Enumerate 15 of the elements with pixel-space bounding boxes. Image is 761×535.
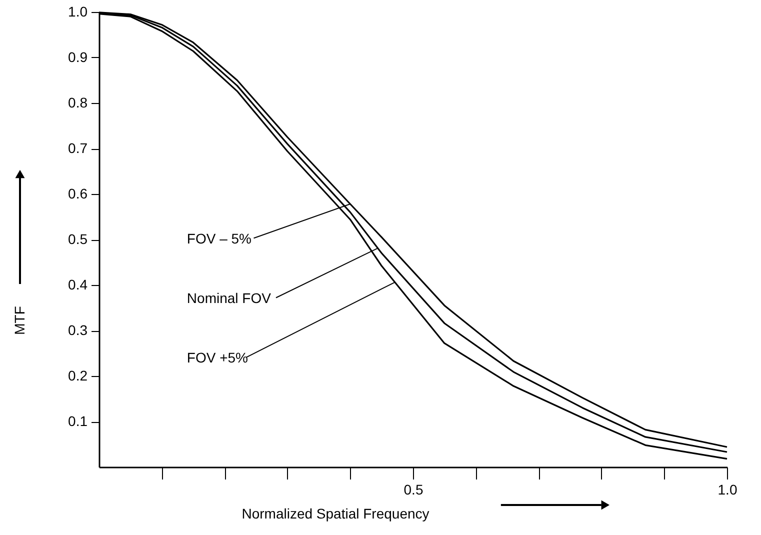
- y-tick-label: 0.9: [68, 49, 88, 65]
- y-tick-label: 0.5: [68, 231, 88, 247]
- annotation: Nominal FOV: [186, 290, 272, 306]
- y-tick-label: 0.4: [68, 276, 88, 292]
- y-tick-label: 0.6: [68, 186, 88, 202]
- y-tick-label: 0.1: [68, 413, 88, 429]
- annotation: FOV +5%: [186, 350, 248, 366]
- y-tick-label: 0.3: [68, 322, 88, 338]
- x-axis-title: Normalized Spatial Frequency: [242, 506, 430, 522]
- annotation: FOV – 5%: [186, 230, 252, 246]
- y-tick-label: 1.0: [68, 4, 88, 20]
- y-tick-label: 0.8: [68, 94, 88, 110]
- y-tick-label: 0.7: [68, 140, 88, 156]
- y-axis-title: MTF: [12, 306, 28, 335]
- y-tick-label: 0.2: [68, 368, 88, 384]
